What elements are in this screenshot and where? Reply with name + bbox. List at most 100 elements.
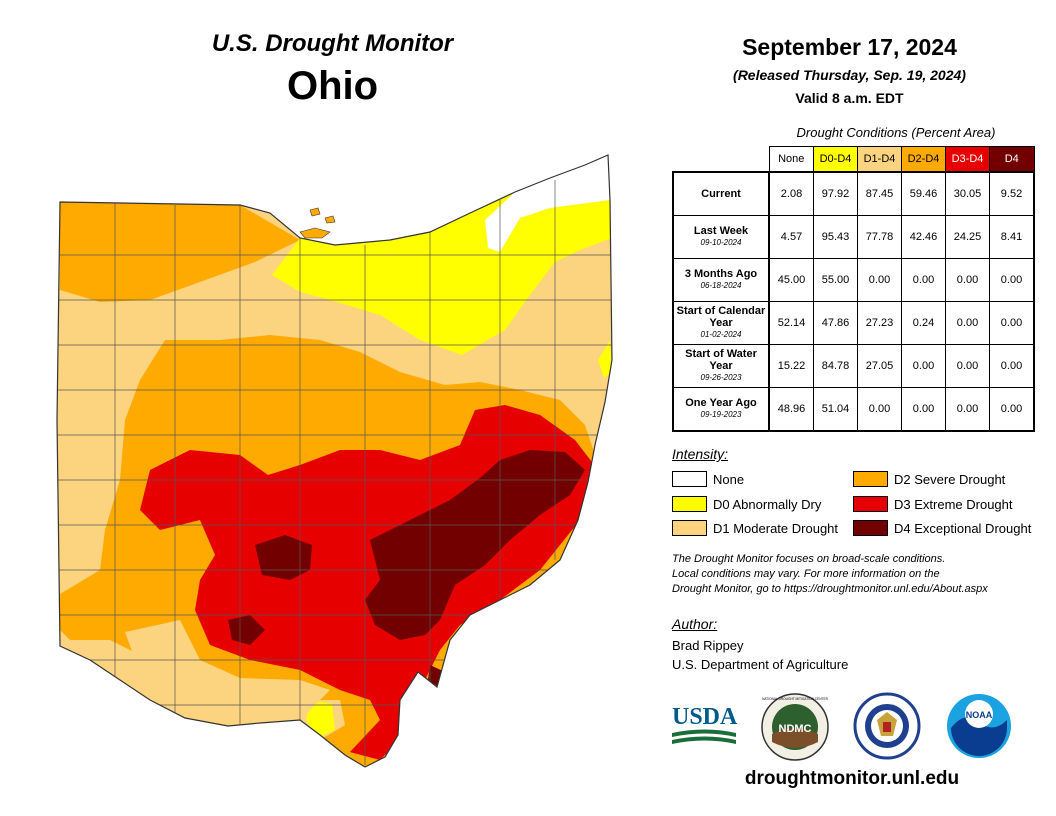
note-line: Local conditions may vary. For more info… [672,568,940,580]
no-drought-region [485,155,610,252]
table-cell: 84.78 [813,344,858,388]
drought-monitor-note: The Drought Monitor focuses on broad-sca… [672,552,1042,597]
map-supertitle: U.S. Drought Monitor [211,30,454,57]
row-label-date: 09-26-2023 [700,373,742,382]
table-cell: 27.23 [857,301,902,345]
row-label: Start of Water Year 09-26-2023 [672,344,770,388]
table-corner [673,147,769,173]
table-cell: 48.96 [768,387,814,432]
table-cell: 0.00 [901,387,946,432]
table-cell: 0.00 [989,344,1035,388]
valid-time: Valid 8 a.m. EDT [795,90,904,106]
table-cell: 0.00 [989,301,1035,345]
row-label: One Year Ago 09-19-2023 [672,387,770,432]
row-label-date: 09-19-2023 [700,410,742,419]
legend-item-d3: D3 Extreme Drought [853,496,1013,512]
ndmc-logo-text: NDMC [779,723,812,735]
legend-item-none: None [672,471,744,487]
row-label-text: Current [701,188,741,200]
legend-label: D4 Exceptional Drought [894,520,1032,536]
table-cell: 87.45 [857,171,902,216]
table-caption: Drought Conditions (Percent Area) [796,125,996,140]
column-header-d1-d4: D1-D4 [857,146,902,173]
row-label: Last Week 09-10-2024 [672,215,770,259]
table-row: Last Week 09-10-2024 4.57 95.43 77.78 42.… [672,215,1035,259]
table-cell: 97.92 [813,171,858,216]
note-line: Drought Monitor, go to https://droughtmo… [672,583,988,595]
table-cell: 9.52 [989,171,1035,216]
table-cell: 55.00 [813,258,858,302]
row-label-text: One Year Ago [685,397,757,409]
table-cell: 0.00 [945,258,990,302]
d1-moderate-drought-region-south [125,620,330,726]
table-cell: 0.00 [901,344,946,388]
row-label-text: Start of Water Year [685,348,757,372]
row-label-text: Last Week [693,225,749,237]
release-date: (Released Thursday, Sep. 19, 2024) [733,67,966,83]
usda-logo: USDA [672,704,738,744]
table-cell: 0.00 [989,387,1035,432]
drought-conditions-table: None D0-D4 D1-D4 D2-D4 D3-D4 D4 Current … [672,146,1035,432]
legend-label: D0 Abnormally Dry [713,496,822,512]
table-cell: 77.78 [857,215,902,259]
legend-swatch [853,520,888,536]
noaa-logo: NOAA [947,694,1011,758]
legend-swatch [672,520,707,536]
column-header-d0-d4: D0-D4 [813,146,858,173]
d4-exceptional-drought-region-east [365,450,585,640]
table-row: One Year Ago 09-19-2023 48.96 51.04 0.00 … [672,387,1035,432]
column-header-d4: D4 [989,146,1035,173]
ndmc-logo-ring: NATIONAL DROUGHT MITIGATION CENTER [762,697,828,701]
ohio-state-outline [56,154,613,768]
legend-item-d0: D0 Abnormally Dry [672,496,821,512]
table-row: Start of Water Year 09-26-2023 15.22 84.7… [672,344,1035,388]
table-cell: 95.43 [813,215,858,259]
ndmc-logo: NDMC NATIONAL DROUGHT MITIGATION CENTER [761,693,829,761]
table-cell: 47.86 [813,301,858,345]
map-date: September 17, 2024 [742,34,957,60]
table-cell: 0.00 [945,387,990,432]
map-title: Ohio [286,64,379,108]
website-link[interactable]: droughtmonitor.unl.edu [744,768,960,789]
table-cell: 51.04 [813,387,858,432]
legend-swatch [853,496,888,512]
legend-label: None [713,471,745,487]
table-header-row: None D0-D4 D1-D4 D2-D4 D3-D4 D4 [673,146,1035,173]
legend-label: D3 Extreme Drought [894,496,1013,512]
d4-exceptional-drought-region-south [228,615,265,645]
d0-abnormally-dry-region [272,178,612,355]
table-row: Current 2.08 97.92 87.45 59.46 30.05 9.5… [672,171,1035,216]
table-cell: 0.00 [945,344,990,388]
table-cell: 24.25 [945,215,990,259]
noaa-logo-text: NOAA [966,710,993,720]
table-cell: 0.00 [857,258,902,302]
legend-swatch [672,496,707,512]
d4-exceptional-drought-region-central [255,535,312,580]
legend-title: Intensity: [672,446,729,462]
legend-label: D2 Severe Drought [894,471,1006,487]
column-header-d3-d4: D3-D4 [945,146,990,173]
row-label: Current [672,171,770,216]
row-label: 3 Months Ago 06-18-2024 [672,258,770,302]
table-cell: 0.24 [901,301,946,345]
d0-abnormally-dry-region-east-edge [598,340,612,378]
us-department-of-commerce-seal [853,692,921,760]
table-cell: 0.00 [857,387,902,432]
lake-erie-islands [299,207,336,239]
table-cell: 4.57 [768,215,814,259]
row-label-text: Start of Calendar Year [676,305,766,329]
column-header-d2-d4: D2-D4 [901,146,946,173]
row-label-date: 06-18-2024 [700,281,742,290]
author-name: Brad Rippey [672,638,744,653]
table-cell: 2.08 [768,171,814,216]
legend-swatch [853,471,888,487]
d0-abnormally-dry-region-south [306,700,335,738]
legend-label: D1 Moderate Drought [713,520,839,536]
note-line: The Drought Monitor focuses on broad-sca… [672,553,946,565]
legend-swatch [672,471,707,487]
row-label-date: 01-02-2024 [700,330,742,339]
table-cell: 52.14 [768,301,814,345]
table-cell: 0.00 [945,301,990,345]
table-cell: 0.00 [901,258,946,302]
row-label: Start of Calendar Year 01-02-2024 [672,301,770,345]
